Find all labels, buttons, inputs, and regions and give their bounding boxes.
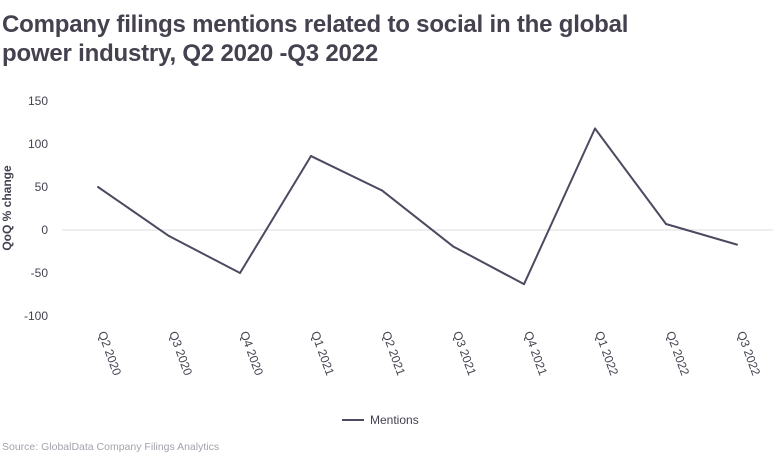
- chart-title: Company filings mentions related to soci…: [2, 11, 629, 67]
- x-tick-label: Q2 2021: [379, 329, 408, 377]
- data-point: [239, 272, 241, 274]
- y-axis-title: QoQ % change: [0, 165, 14, 251]
- line-chart: 150 100 50 0 -50 -100 QoQ % change Q2 2020 Q3 …: [0, 94, 773, 378]
- data-point: [168, 235, 170, 238]
- series-mentions: [97, 127, 738, 286]
- x-tick-label: Q4 2021: [521, 329, 550, 377]
- data-point: [594, 127, 596, 130]
- x-axis: Q2 2020 Q3 2020 Q4 2020 Q1 2021 Q2 2021 Q3 20…: [95, 329, 763, 377]
- data-point: [452, 245, 454, 248]
- y-tick-label: 0: [41, 223, 48, 237]
- x-tick-label: Q1 2021: [308, 329, 337, 377]
- data-point: [736, 243, 738, 246]
- y-tick-label: -50: [31, 266, 49, 280]
- series-line-mentions: [97, 127, 738, 286]
- legend-label-mentions: Mentions: [370, 413, 419, 427]
- x-tick-label: Q3 2020: [166, 329, 195, 377]
- x-tick-label: Q3 2021: [450, 329, 479, 377]
- y-tick-label: -100: [24, 309, 48, 323]
- y-axis: 150 100 50 0 -50 -100: [24, 94, 48, 323]
- data-point: [523, 283, 525, 286]
- data-point: [665, 222, 667, 225]
- data-point: [310, 155, 312, 158]
- x-tick-label: Q2 2020: [95, 329, 124, 377]
- legend: Mentions: [342, 412, 419, 428]
- data-point: [97, 186, 99, 188]
- data-point: [381, 189, 383, 192]
- y-tick-label: 100: [28, 137, 48, 151]
- x-tick-label: Q4 2020: [237, 329, 266, 377]
- x-tick-label: Q1 2022: [592, 329, 621, 377]
- y-tick-label: 150: [28, 94, 48, 108]
- legend-swatch-mentions: [342, 419, 364, 421]
- source-note: Source: GlobalData Company Filings Analy…: [2, 441, 220, 453]
- x-tick-label: Q3 2022: [734, 329, 763, 377]
- y-tick-label: 50: [35, 180, 49, 194]
- x-tick-label: Q2 2022: [663, 329, 692, 377]
